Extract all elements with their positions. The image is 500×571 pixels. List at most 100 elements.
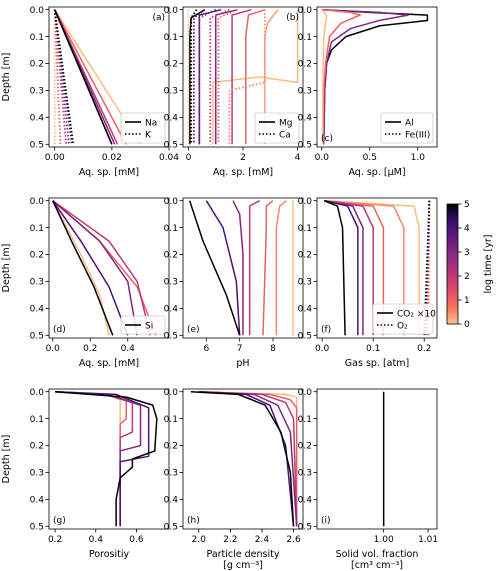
- axes-frame: [316, 388, 438, 530]
- legend-box: [372, 303, 434, 335]
- series-line-4: [52, 200, 129, 336]
- x-axis-label-units: [g cm⁻³]: [223, 560, 263, 571]
- series-line-4: [232, 200, 244, 336]
- series-line-4: [55, 390, 150, 527]
- legend-label: K: [145, 130, 152, 140]
- y-tick-label: 0.3: [30, 87, 44, 97]
- x-tick-label: 2.6: [286, 535, 301, 545]
- y-tick-label: 0.0: [298, 388, 313, 398]
- series-line-1: [324, 199, 405, 336]
- series-line-0: [212, 9, 299, 145]
- panel-d: 0.0 0.2 0.4 0.0 0.1 0.2 0.3 0.4 0.5 Aq. sp. [mM] D…: [1, 197, 170, 369]
- y-tick-label: 0.1: [298, 33, 312, 43]
- y-tick-label: 0.4: [298, 496, 313, 506]
- y-tick-label: 0.3: [30, 278, 44, 288]
- series-line-6: [323, 199, 346, 336]
- x-axis-label: Porositiy: [89, 549, 130, 560]
- y-tick-label: 0.3: [298, 469, 312, 479]
- legend: Na K: [120, 112, 166, 144]
- series-line-2: [198, 390, 298, 527]
- y-tick-label: 0.0: [298, 197, 313, 207]
- legend-box: [254, 112, 300, 144]
- y-tick-label: 0.5: [298, 523, 312, 533]
- legend-label: Mg: [279, 118, 292, 128]
- x-axis-label: pH: [236, 358, 249, 369]
- x-tick-label: 0.6: [129, 535, 144, 545]
- series-line-5: [323, 199, 359, 336]
- y-tick-label: 0.5: [298, 332, 312, 342]
- x-axis-label: Aq. sp. [mM]: [79, 167, 139, 178]
- panel-a: 0.00 0.02 0.04 0.0 0.1 0.2 0.3 0.4 0.5 Aq. sp. [m…: [1, 6, 179, 178]
- series-line-8: [228, 9, 266, 145]
- y-tick-label: 0.3: [164, 469, 178, 479]
- x-tick-label: 7: [237, 344, 243, 354]
- legend-label: Fe(III): [405, 130, 430, 140]
- y-tick-label: 0.1: [30, 224, 44, 234]
- legend-label: O₂: [397, 321, 408, 331]
- x-tick-label: 4: [295, 153, 301, 163]
- series-group: [190, 390, 298, 527]
- colorbar-label: log time [yr]: [483, 235, 494, 294]
- y-tick-label: 0.4: [30, 496, 45, 506]
- panel-c: 0.0 0.5 1.00.00.10.20.30.40.5Aq. sp. [μM](…: [298, 6, 438, 178]
- x-tick-label: 0.0: [46, 344, 61, 354]
- y-tick-label: 0.2: [164, 60, 178, 70]
- x-tick-label: 0.0: [315, 153, 330, 163]
- y-tick-label: 0.0: [30, 388, 45, 398]
- y-tick-label: 0.0: [30, 197, 45, 207]
- series-group: [321, 8, 429, 145]
- legend-label: CO₂ ×10: [397, 309, 436, 319]
- y-tick-label: 0.1: [30, 33, 44, 43]
- series-line-2: [52, 200, 151, 336]
- y-tick-label: 0.5: [30, 523, 44, 533]
- panel-g: 0.2 0.4 0.6 0.0 0.1 0.2 0.3 0.4 0.5 Porositiy Dept…: [1, 388, 170, 560]
- x-axis-label: Aq. sp. [mM]: [79, 358, 139, 369]
- legend: CO₂ ×10 O₂: [372, 303, 436, 335]
- x-tick-label: 1.01: [418, 535, 438, 545]
- x-tick-label: 2.4: [255, 535, 270, 545]
- series-line-5: [55, 390, 158, 527]
- colorbar-tick-label: 5: [464, 200, 470, 210]
- panel-label: (g): [53, 516, 66, 526]
- series-line-5: [52, 200, 114, 336]
- y-tick-label: 0.1: [164, 33, 178, 43]
- series-line-3: [55, 390, 142, 527]
- panel-i: 1.00 1.01 0.0 0.1 0.2 0.3 0.4 0.5 Solid vol. fra…: [298, 388, 438, 571]
- colorbar-tick-label: 1: [464, 296, 470, 306]
- x-axis-label: Aq. sp. [mM]: [213, 167, 273, 178]
- series-line-5: [198, 8, 222, 145]
- series-line-3: [248, 200, 261, 336]
- y-tick-label: 0.2: [30, 251, 44, 261]
- series-line-9: [217, 8, 238, 145]
- x-axis-label: Gas sp. [atm]: [345, 358, 409, 369]
- panel-label: (i): [321, 516, 331, 526]
- series-line-10: [209, 8, 230, 145]
- x-axis-label: Aq. sp. [μM]: [348, 167, 405, 178]
- y-tick-label: 0.4: [164, 305, 179, 315]
- y-tick-label: 0.2: [164, 251, 178, 261]
- x-tick-label: 0.02: [102, 153, 122, 163]
- x-tick-label: 0.2: [83, 344, 97, 354]
- series-line-0: [198, 390, 298, 527]
- y-tick-label: 0.4: [298, 305, 313, 315]
- series-line-4: [214, 8, 238, 145]
- legend-label: Ca: [279, 130, 291, 140]
- x-tick-label: 6: [203, 344, 209, 354]
- y-tick-label: 0.0: [298, 6, 313, 16]
- panel-label: (d): [53, 325, 66, 335]
- legend: Si: [120, 315, 166, 335]
- x-tick-label: 2.0: [192, 535, 207, 545]
- legend-label: Al: [405, 118, 414, 128]
- panel-h: 2.0 2.2 2.4 2.6 0.0 0.1 0.2 0.3 0.4 0.5 Particle d…: [164, 388, 304, 571]
- y-tick-label: 0.5: [30, 141, 44, 151]
- y-tick-label: 0.3: [164, 278, 178, 288]
- x-tick-label: 1.0: [411, 153, 426, 163]
- legend: Mg Ca: [254, 112, 300, 144]
- x-tick-label: 0.2: [48, 535, 62, 545]
- x-axis-label-units: [cm³ cm⁻³]: [351, 560, 403, 571]
- y-tick-label: 0.3: [298, 87, 312, 97]
- axes-frame: [182, 197, 304, 339]
- y-tick-label: 0.4: [30, 114, 45, 124]
- y-tick-label: 0.1: [298, 415, 312, 425]
- y-tick-label: 0.3: [30, 469, 44, 479]
